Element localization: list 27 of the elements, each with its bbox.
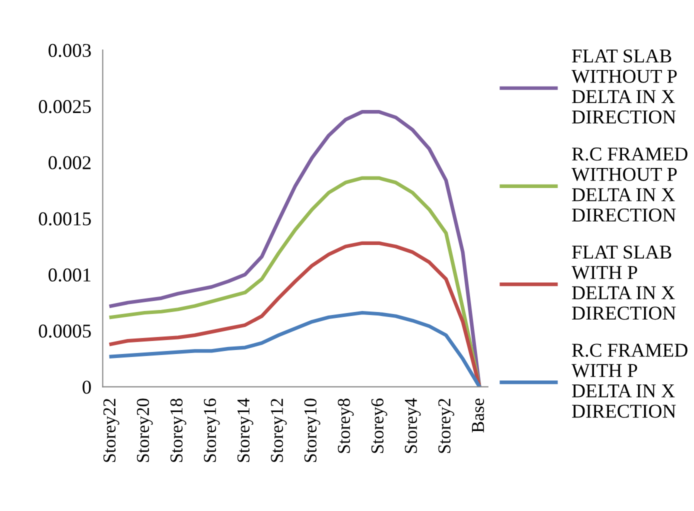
x-tick-label: Storey8 — [338, 398, 354, 453]
line-series — [109, 110, 482, 387]
x-tick-label: Storey12 — [270, 398, 287, 462]
y-tick-label: 0.002 — [48, 156, 91, 170]
x-tick-label: Storey4 — [404, 398, 421, 453]
legend-label: R.C FRAMED WITHOUT P DELTA IN X DIRECTION — [572, 148, 688, 222]
y-tick-label: 0.0025 — [38, 100, 91, 114]
x-tick-label: Base — [472, 398, 484, 433]
x-tick-label: Storey6 — [371, 398, 388, 453]
legend-label: FLAT SLAB WITHOUT P DELTA IN X DIRECTION — [572, 49, 677, 124]
legend-label: FLAT SLAB WITH P DELTA IN X DIRECTION — [572, 246, 676, 320]
y-tick-label: 0 — [82, 380, 91, 394]
line-series — [109, 241, 482, 387]
x-tick-label: Storey14 — [237, 398, 254, 462]
line-series — [109, 310, 482, 387]
x-tick-label: Storey10 — [304, 398, 320, 462]
line-series — [109, 176, 482, 387]
y-tick-label: 0.0015 — [38, 212, 91, 226]
y-tick-label: 0.003 — [48, 44, 91, 58]
legend-label: R.C FRAMED WITH P DELTA IN X DIRECTION — [572, 344, 688, 418]
y-tick-label: 0.0005 — [38, 324, 91, 338]
x-tick-label: Storey16 — [204, 398, 220, 462]
x-tick-label: Storey20 — [136, 398, 153, 462]
x-tick-label: Storey22 — [103, 398, 120, 462]
y-tick-label: 0.001 — [48, 268, 90, 282]
x-tick-label: Storey18 — [170, 398, 186, 462]
x-tick-label: Storey2 — [438, 398, 454, 453]
